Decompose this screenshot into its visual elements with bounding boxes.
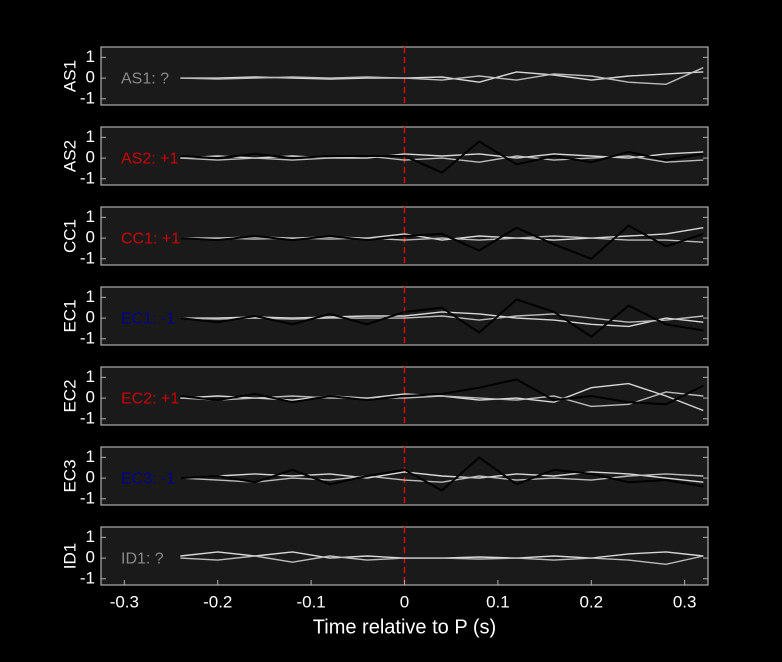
x-tick-label: -0.1 [296,592,325,611]
polarity-label: AS2: +1 [121,150,178,167]
polarity-label: EC1: -1 [121,310,175,327]
y-axis-label: AS2 [60,140,79,172]
x-tick-label: 0.3 [673,592,697,611]
waveform [180,235,704,243]
y-axis-label: AS1 [60,60,79,92]
y-tick-label: 1 [86,527,95,546]
polarity-label: AS1: ? [121,70,169,87]
x-tick-label: -0.2 [203,592,232,611]
waveform [180,140,704,174]
x-axis-label: Time relative to P (s) [313,616,496,638]
polarity-label: EC2: +1 [121,390,179,407]
panel [100,526,709,586]
x-tick-label: 0.1 [486,592,510,611]
y-tick-label: 0 [86,388,95,407]
y-tick-label: 1 [86,287,95,306]
y-axis-label: ID1 [60,543,79,569]
y-tick-label: -1 [80,408,95,427]
y-axis-label: CC1 [60,219,79,253]
x-tick-label: 0.2 [579,592,603,611]
y-tick-label: -1 [80,88,95,107]
y-tick-label: 0 [86,228,95,247]
panel [100,446,709,506]
y-tick-label: 1 [86,207,95,226]
waveform [180,67,704,86]
y-tick-label: 1 [86,447,95,466]
waveform [180,473,704,483]
waveform [180,378,704,406]
y-tick-label: 0 [86,308,95,327]
y-tick-label: 0 [86,148,95,167]
y-axis-label: EC3 [60,459,79,492]
y-tick-label: -1 [80,488,95,507]
y-tick-label: -1 [80,328,95,347]
y-tick-label: 1 [86,47,95,66]
y-axis-label: EC2 [60,379,79,412]
waveform [180,555,704,566]
panel [100,46,709,106]
waveform [180,298,704,338]
y-tick-label: 0 [86,68,95,87]
waveform [180,311,704,328]
polarity-label: EC3: -1 [121,470,175,487]
polarity-label: CC1: +1 [121,230,180,247]
y-tick-label: 0 [86,468,95,487]
waveform [180,224,704,260]
y-tick-label: 1 [86,127,95,146]
waveform [180,456,704,492]
x-tick-label: -0.3 [110,592,139,611]
waveform [180,471,704,483]
y-tick-label: 1 [86,367,95,386]
y-tick-label: 0 [86,548,95,567]
y-axis-label: EC1 [60,299,79,332]
waveform [180,155,704,163]
x-tick-label: 0 [400,592,409,611]
y-tick-label: -1 [80,568,95,587]
y-tick-label: -1 [80,248,95,267]
polarity-label: ID1: ? [121,550,164,567]
y-tick-label: -1 [80,168,95,187]
